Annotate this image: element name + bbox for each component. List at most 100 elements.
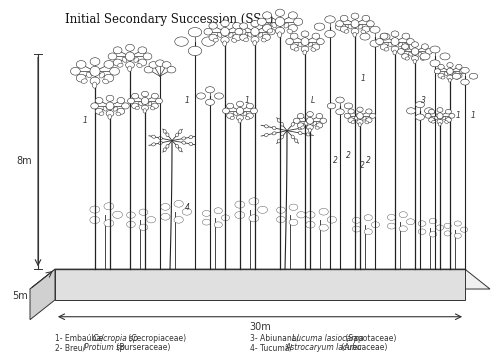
Ellipse shape (221, 20, 229, 27)
Ellipse shape (327, 216, 336, 223)
Ellipse shape (364, 215, 372, 221)
Ellipse shape (319, 209, 328, 215)
Ellipse shape (138, 59, 147, 66)
Ellipse shape (288, 12, 297, 19)
Ellipse shape (137, 63, 142, 68)
Ellipse shape (413, 59, 416, 63)
Ellipse shape (367, 21, 374, 27)
Ellipse shape (151, 93, 158, 99)
Ellipse shape (246, 116, 250, 120)
Ellipse shape (430, 46, 440, 53)
Ellipse shape (240, 23, 248, 29)
Ellipse shape (301, 31, 309, 37)
Ellipse shape (162, 62, 171, 68)
Ellipse shape (238, 28, 246, 35)
Text: 1: 1 (245, 96, 250, 105)
Ellipse shape (227, 113, 234, 119)
Ellipse shape (163, 130, 166, 133)
Ellipse shape (134, 57, 138, 62)
Ellipse shape (275, 9, 284, 16)
Ellipse shape (336, 109, 344, 115)
Circle shape (306, 118, 313, 124)
Ellipse shape (289, 219, 298, 225)
Ellipse shape (376, 39, 383, 45)
Ellipse shape (307, 125, 313, 130)
Ellipse shape (179, 148, 182, 152)
Ellipse shape (189, 142, 193, 145)
Ellipse shape (248, 33, 252, 37)
Ellipse shape (175, 37, 188, 46)
Ellipse shape (429, 118, 435, 122)
Ellipse shape (233, 22, 241, 29)
Circle shape (357, 113, 363, 119)
Text: (Burseraceae): (Burseraceae) (114, 343, 170, 353)
Ellipse shape (300, 126, 305, 129)
Circle shape (237, 107, 244, 114)
Ellipse shape (401, 48, 406, 51)
Ellipse shape (293, 18, 303, 25)
Ellipse shape (264, 133, 268, 137)
Ellipse shape (247, 113, 253, 119)
Ellipse shape (308, 128, 311, 132)
Text: 1: 1 (82, 116, 87, 125)
Ellipse shape (272, 132, 276, 135)
Ellipse shape (174, 216, 183, 223)
Ellipse shape (159, 141, 162, 144)
Ellipse shape (319, 224, 328, 231)
Ellipse shape (188, 46, 202, 56)
Text: (Arecaceae): (Arecaceae) (339, 343, 388, 353)
Ellipse shape (402, 44, 409, 49)
Ellipse shape (380, 44, 388, 50)
Ellipse shape (286, 39, 293, 45)
Ellipse shape (104, 220, 114, 227)
Ellipse shape (106, 95, 114, 101)
Ellipse shape (267, 29, 273, 33)
Ellipse shape (280, 122, 283, 126)
Ellipse shape (222, 215, 230, 221)
Ellipse shape (227, 103, 234, 109)
Ellipse shape (138, 47, 147, 54)
Ellipse shape (166, 133, 169, 137)
Ellipse shape (303, 50, 306, 55)
Text: Cecropia sp: Cecropia sp (93, 333, 138, 343)
Ellipse shape (421, 53, 429, 59)
Ellipse shape (209, 34, 218, 41)
Ellipse shape (95, 108, 103, 114)
Ellipse shape (340, 26, 348, 32)
Ellipse shape (405, 57, 410, 60)
Ellipse shape (249, 215, 259, 222)
Ellipse shape (357, 120, 363, 125)
Ellipse shape (308, 42, 312, 47)
Ellipse shape (243, 112, 247, 116)
Ellipse shape (412, 56, 419, 61)
Ellipse shape (237, 115, 244, 121)
Ellipse shape (421, 44, 429, 49)
Ellipse shape (294, 119, 298, 122)
Ellipse shape (150, 107, 155, 110)
Ellipse shape (418, 52, 422, 56)
Ellipse shape (272, 23, 276, 28)
Ellipse shape (235, 28, 243, 35)
Ellipse shape (261, 38, 266, 42)
Ellipse shape (452, 73, 461, 79)
Ellipse shape (143, 53, 152, 60)
Ellipse shape (362, 15, 370, 21)
Ellipse shape (366, 109, 372, 114)
Text: (Cecropiaceae): (Cecropiaceae) (126, 333, 187, 343)
Ellipse shape (113, 107, 117, 111)
Ellipse shape (277, 119, 280, 122)
Ellipse shape (135, 106, 139, 110)
Ellipse shape (353, 32, 356, 37)
Text: 2: 2 (360, 161, 364, 170)
Ellipse shape (297, 123, 304, 128)
Ellipse shape (449, 113, 455, 118)
Text: 3- Abiunana/: 3- Abiunana/ (250, 333, 301, 343)
Ellipse shape (348, 109, 354, 114)
Ellipse shape (95, 97, 103, 104)
Ellipse shape (336, 97, 344, 103)
Ellipse shape (298, 131, 302, 135)
Ellipse shape (128, 98, 135, 104)
Ellipse shape (143, 109, 146, 113)
Ellipse shape (182, 141, 186, 144)
Ellipse shape (444, 72, 448, 75)
